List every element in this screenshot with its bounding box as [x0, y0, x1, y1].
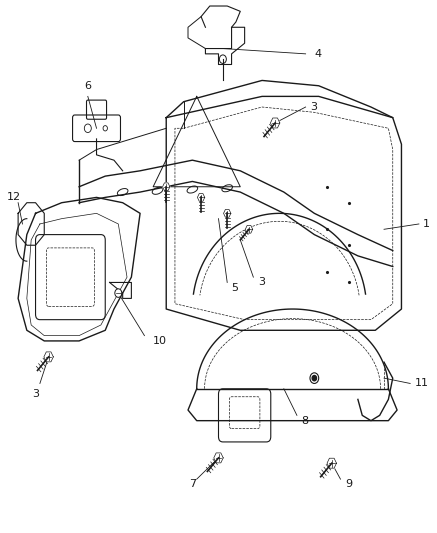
Text: 3: 3 — [32, 389, 39, 399]
Text: 11: 11 — [415, 378, 429, 389]
Text: 6: 6 — [84, 81, 91, 91]
Text: 1: 1 — [423, 219, 430, 229]
Text: 3: 3 — [310, 102, 317, 112]
Text: 4: 4 — [314, 49, 322, 59]
Polygon shape — [44, 352, 53, 362]
Polygon shape — [327, 458, 336, 468]
Text: 5: 5 — [232, 283, 239, 293]
Polygon shape — [271, 118, 280, 128]
Polygon shape — [224, 209, 231, 217]
Text: 3: 3 — [258, 278, 265, 287]
Text: 12: 12 — [7, 192, 21, 203]
Circle shape — [312, 375, 316, 381]
Text: 9: 9 — [345, 480, 352, 489]
Polygon shape — [198, 193, 205, 201]
Text: 8: 8 — [301, 416, 309, 426]
Circle shape — [115, 289, 122, 297]
Polygon shape — [163, 183, 170, 191]
Polygon shape — [214, 453, 223, 463]
Polygon shape — [245, 225, 253, 233]
Text: 7: 7 — [189, 480, 196, 489]
Text: 10: 10 — [153, 336, 167, 346]
